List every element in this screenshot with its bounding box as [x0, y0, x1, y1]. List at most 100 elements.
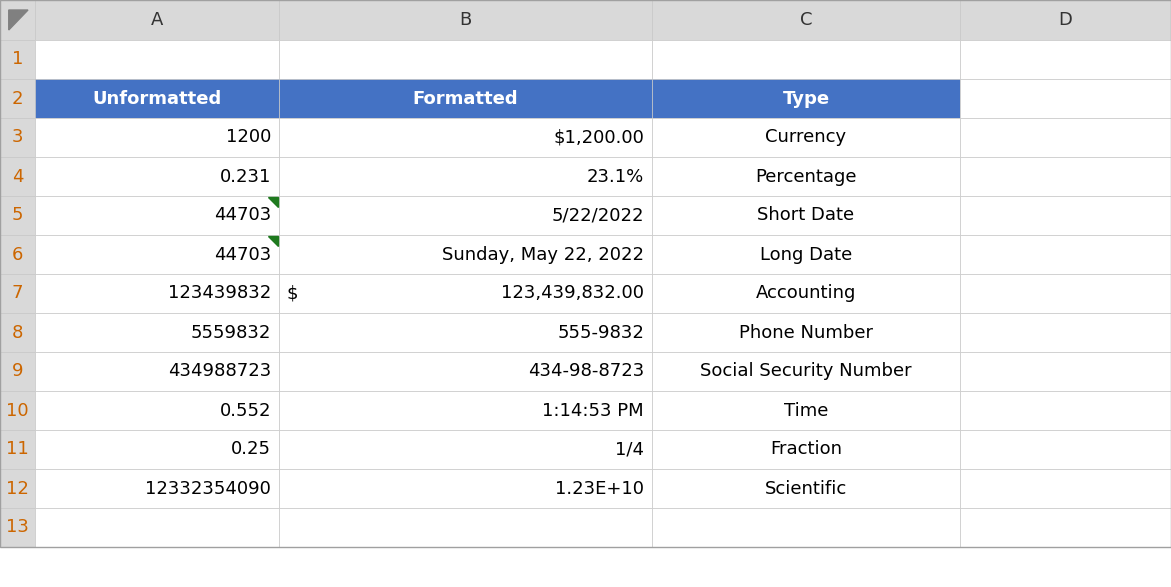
Text: B: B [459, 11, 472, 29]
Bar [279, 40, 652, 79]
Bar [279, 391, 652, 430]
Text: Social Security Number: Social Security Number [700, 363, 912, 380]
Text: Long Date: Long Date [760, 245, 852, 264]
Text: 123439832: 123439832 [167, 285, 271, 302]
Text: 434-98-8723: 434-98-8723 [528, 363, 644, 380]
Text: 123,439,832.00: 123,439,832.00 [501, 285, 644, 302]
Bar [279, 118, 652, 157]
Bar [652, 118, 960, 157]
Text: 0.552: 0.552 [219, 402, 271, 420]
Bar [652, 313, 960, 352]
Bar [35, 274, 279, 313]
Bar [960, 469, 1171, 508]
Text: 1:14:53 PM: 1:14:53 PM [542, 402, 644, 420]
Bar [279, 352, 652, 391]
Bar [960, 118, 1171, 157]
Text: Unformatted: Unformatted [93, 89, 221, 107]
Bar [35, 352, 279, 391]
Bar [652, 508, 960, 547]
Bar [960, 430, 1171, 469]
Text: A: A [151, 11, 163, 29]
Text: 44703: 44703 [214, 207, 271, 224]
Text: Sunday, May 22, 2022: Sunday, May 22, 2022 [441, 245, 644, 264]
Text: 23.1%: 23.1% [587, 167, 644, 185]
Text: 5/22/2022: 5/22/2022 [552, 207, 644, 224]
Text: Type: Type [782, 89, 829, 107]
Bar [279, 235, 652, 274]
Bar [279, 469, 652, 508]
Bar [279, 0, 652, 40]
Bar [652, 40, 960, 79]
Bar [652, 157, 960, 196]
Text: Accounting: Accounting [755, 285, 856, 302]
Bar [0, 352, 35, 391]
Text: 5: 5 [12, 207, 23, 224]
Text: D: D [1059, 11, 1073, 29]
Text: Scientific: Scientific [765, 480, 847, 498]
Text: 0.231: 0.231 [220, 167, 271, 185]
Bar [0, 0, 35, 40]
Text: 7: 7 [12, 285, 23, 302]
Bar [652, 469, 960, 508]
Text: 44703: 44703 [214, 245, 271, 264]
Bar [279, 157, 652, 196]
Text: 1.23E+10: 1.23E+10 [555, 480, 644, 498]
Bar [0, 196, 35, 235]
Text: 1200: 1200 [226, 129, 271, 147]
Polygon shape [8, 10, 28, 30]
Bar [35, 196, 279, 235]
Bar [0, 430, 35, 469]
Bar [960, 0, 1171, 40]
Text: $: $ [287, 285, 299, 302]
Text: Fraction: Fraction [771, 440, 842, 458]
Text: 5559832: 5559832 [191, 323, 271, 342]
Text: Formatted: Formatted [412, 89, 519, 107]
Bar [960, 274, 1171, 313]
Bar [0, 313, 35, 352]
Text: $1,200.00: $1,200.00 [553, 129, 644, 147]
Bar [35, 430, 279, 469]
Polygon shape [268, 236, 278, 246]
Text: 10: 10 [6, 402, 29, 420]
Bar [0, 40, 35, 79]
Text: 0.25: 0.25 [231, 440, 271, 458]
Bar [0, 469, 35, 508]
Bar [652, 235, 960, 274]
Bar [960, 157, 1171, 196]
Text: 8: 8 [12, 323, 23, 342]
Bar [279, 274, 652, 313]
Text: Percentage: Percentage [755, 167, 857, 185]
Bar [35, 79, 279, 118]
Bar [35, 391, 279, 430]
Bar [960, 352, 1171, 391]
Text: 1: 1 [12, 50, 23, 69]
Bar [652, 0, 960, 40]
Text: 12: 12 [6, 480, 29, 498]
Text: 555-9832: 555-9832 [557, 323, 644, 342]
Bar [960, 508, 1171, 547]
Text: 434988723: 434988723 [167, 363, 271, 380]
Bar [279, 313, 652, 352]
Bar [35, 157, 279, 196]
Bar [652, 274, 960, 313]
Bar [35, 508, 279, 547]
Text: Phone Number: Phone Number [739, 323, 874, 342]
Bar [960, 79, 1171, 118]
Text: 2: 2 [12, 89, 23, 107]
Bar [652, 430, 960, 469]
Bar [279, 508, 652, 547]
Text: 6: 6 [12, 245, 23, 264]
Text: 1/4: 1/4 [615, 440, 644, 458]
Bar [652, 196, 960, 235]
Bar [0, 235, 35, 274]
Bar [960, 391, 1171, 430]
Bar [652, 352, 960, 391]
Bar [279, 430, 652, 469]
Text: Short Date: Short Date [758, 207, 855, 224]
Bar [279, 196, 652, 235]
Bar [960, 313, 1171, 352]
Bar [0, 508, 35, 547]
Text: Currency: Currency [766, 129, 847, 147]
Bar [0, 274, 35, 313]
Bar [35, 313, 279, 352]
